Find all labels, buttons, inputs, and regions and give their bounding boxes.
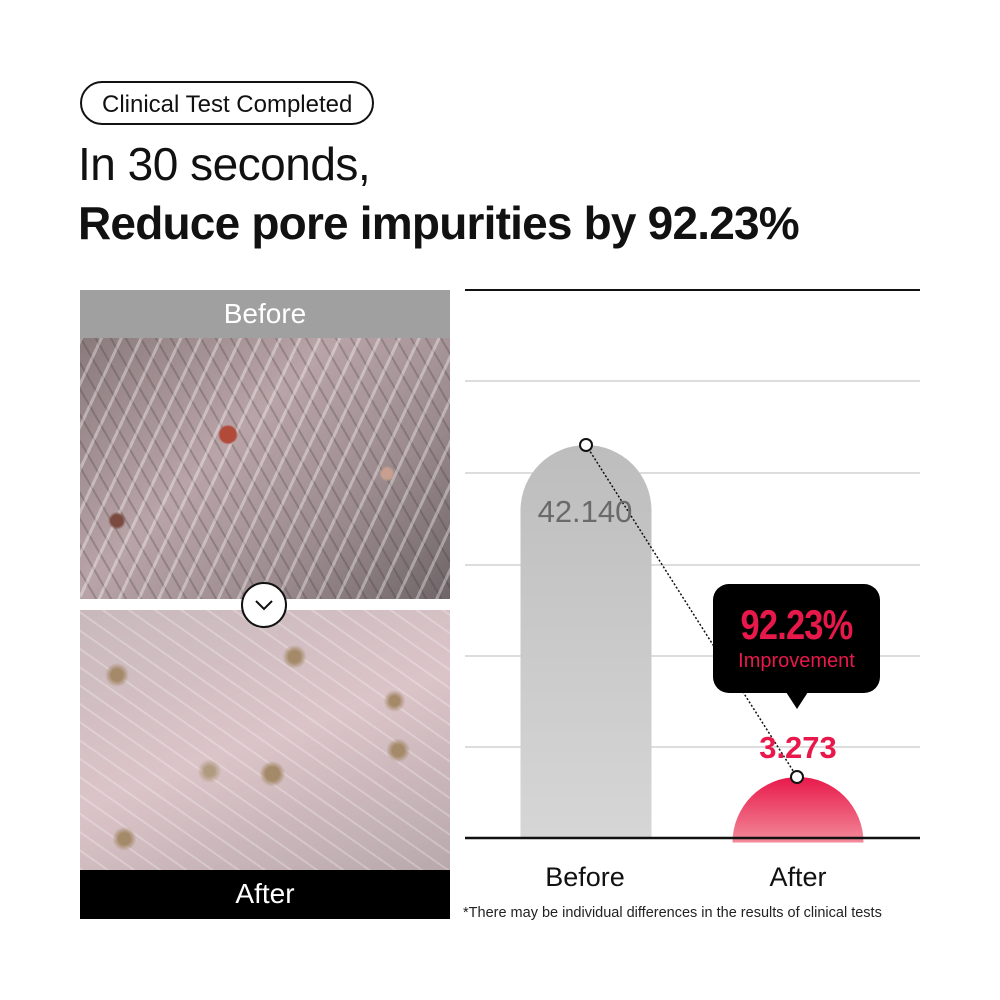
improvement-callout: 92.23% Improvement bbox=[713, 584, 880, 693]
clinical-test-badge: Clinical Test Completed bbox=[80, 81, 375, 125]
headline-line1: In 30 seconds, bbox=[78, 138, 371, 190]
chevron-down-icon bbox=[241, 582, 287, 628]
bar-after bbox=[732, 777, 864, 843]
after-skin-image bbox=[80, 610, 450, 870]
before-skin-image bbox=[80, 338, 450, 599]
improvement-percent: 92.23% bbox=[740, 601, 854, 648]
value-label-after: 3.273 bbox=[759, 730, 837, 765]
bar-before bbox=[520, 445, 652, 838]
trend-dotted-line bbox=[585, 444, 798, 778]
footnote: *There may be individual differences in … bbox=[463, 905, 882, 921]
before-photo-panel: Before bbox=[80, 290, 450, 599]
after-photo-label: After bbox=[80, 870, 450, 919]
x-tick-after: After bbox=[769, 862, 827, 892]
value-label-before: 42.140 bbox=[538, 494, 633, 529]
callout-tail bbox=[786, 692, 808, 709]
after-photo-panel: After bbox=[80, 610, 450, 919]
data-point-marker bbox=[579, 438, 593, 452]
before-photo-label: Before bbox=[80, 290, 450, 338]
x-tick-before: Before bbox=[545, 862, 625, 892]
data-point-marker bbox=[790, 770, 804, 784]
headline-line2: Reduce pore impurities by 92.23% bbox=[78, 197, 800, 249]
improvement-label: Improvement bbox=[738, 650, 855, 672]
